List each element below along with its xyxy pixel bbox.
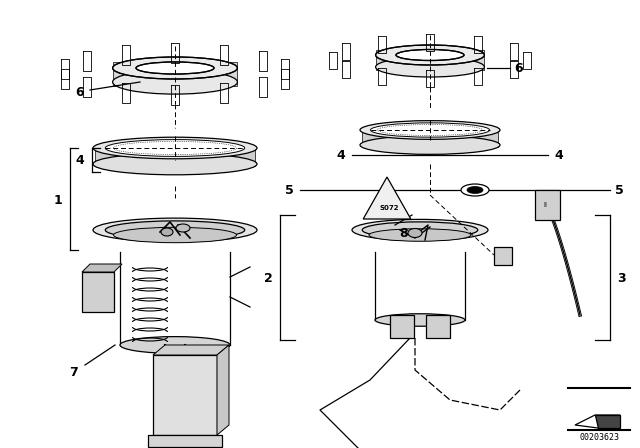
Text: 7: 7 bbox=[70, 366, 78, 379]
Text: 5: 5 bbox=[614, 184, 623, 197]
Ellipse shape bbox=[360, 121, 500, 139]
Ellipse shape bbox=[176, 224, 190, 232]
Text: 4: 4 bbox=[555, 148, 563, 161]
Ellipse shape bbox=[106, 221, 244, 239]
Text: 2: 2 bbox=[264, 271, 273, 284]
Ellipse shape bbox=[352, 220, 488, 241]
Ellipse shape bbox=[113, 70, 237, 94]
Ellipse shape bbox=[120, 336, 230, 353]
Text: 6: 6 bbox=[515, 61, 524, 74]
Ellipse shape bbox=[461, 184, 489, 196]
Ellipse shape bbox=[113, 227, 237, 243]
Polygon shape bbox=[217, 345, 229, 435]
Polygon shape bbox=[153, 355, 217, 435]
Text: 1: 1 bbox=[54, 194, 62, 207]
Text: 6: 6 bbox=[76, 86, 84, 99]
Polygon shape bbox=[575, 415, 620, 428]
Ellipse shape bbox=[93, 137, 257, 159]
Polygon shape bbox=[82, 264, 122, 272]
Ellipse shape bbox=[93, 218, 257, 242]
Ellipse shape bbox=[408, 228, 422, 237]
Polygon shape bbox=[364, 177, 411, 219]
Ellipse shape bbox=[136, 62, 214, 74]
Ellipse shape bbox=[467, 186, 483, 194]
Ellipse shape bbox=[161, 228, 173, 236]
Polygon shape bbox=[362, 128, 498, 147]
Ellipse shape bbox=[371, 123, 490, 137]
Ellipse shape bbox=[369, 229, 471, 241]
Polygon shape bbox=[113, 62, 237, 86]
Text: 8: 8 bbox=[400, 227, 408, 240]
Text: S072: S072 bbox=[379, 205, 399, 211]
Polygon shape bbox=[153, 345, 229, 355]
Polygon shape bbox=[595, 415, 620, 428]
Ellipse shape bbox=[396, 49, 464, 60]
Polygon shape bbox=[390, 315, 414, 338]
Ellipse shape bbox=[362, 222, 478, 238]
Ellipse shape bbox=[375, 314, 465, 326]
Ellipse shape bbox=[93, 153, 257, 175]
Text: II: II bbox=[543, 202, 547, 208]
Polygon shape bbox=[376, 50, 484, 70]
Text: 4: 4 bbox=[76, 154, 84, 167]
Ellipse shape bbox=[106, 140, 244, 156]
Polygon shape bbox=[82, 272, 114, 312]
Polygon shape bbox=[148, 435, 222, 447]
Ellipse shape bbox=[360, 136, 500, 155]
Polygon shape bbox=[426, 315, 450, 338]
Polygon shape bbox=[95, 146, 255, 166]
Ellipse shape bbox=[376, 57, 484, 77]
Text: 00203623: 00203623 bbox=[579, 432, 619, 441]
Polygon shape bbox=[535, 190, 560, 220]
Polygon shape bbox=[494, 247, 512, 265]
Ellipse shape bbox=[113, 57, 237, 79]
Text: 3: 3 bbox=[618, 271, 627, 284]
Text: 4: 4 bbox=[337, 148, 346, 161]
Ellipse shape bbox=[376, 45, 484, 65]
Text: 5: 5 bbox=[285, 184, 293, 197]
